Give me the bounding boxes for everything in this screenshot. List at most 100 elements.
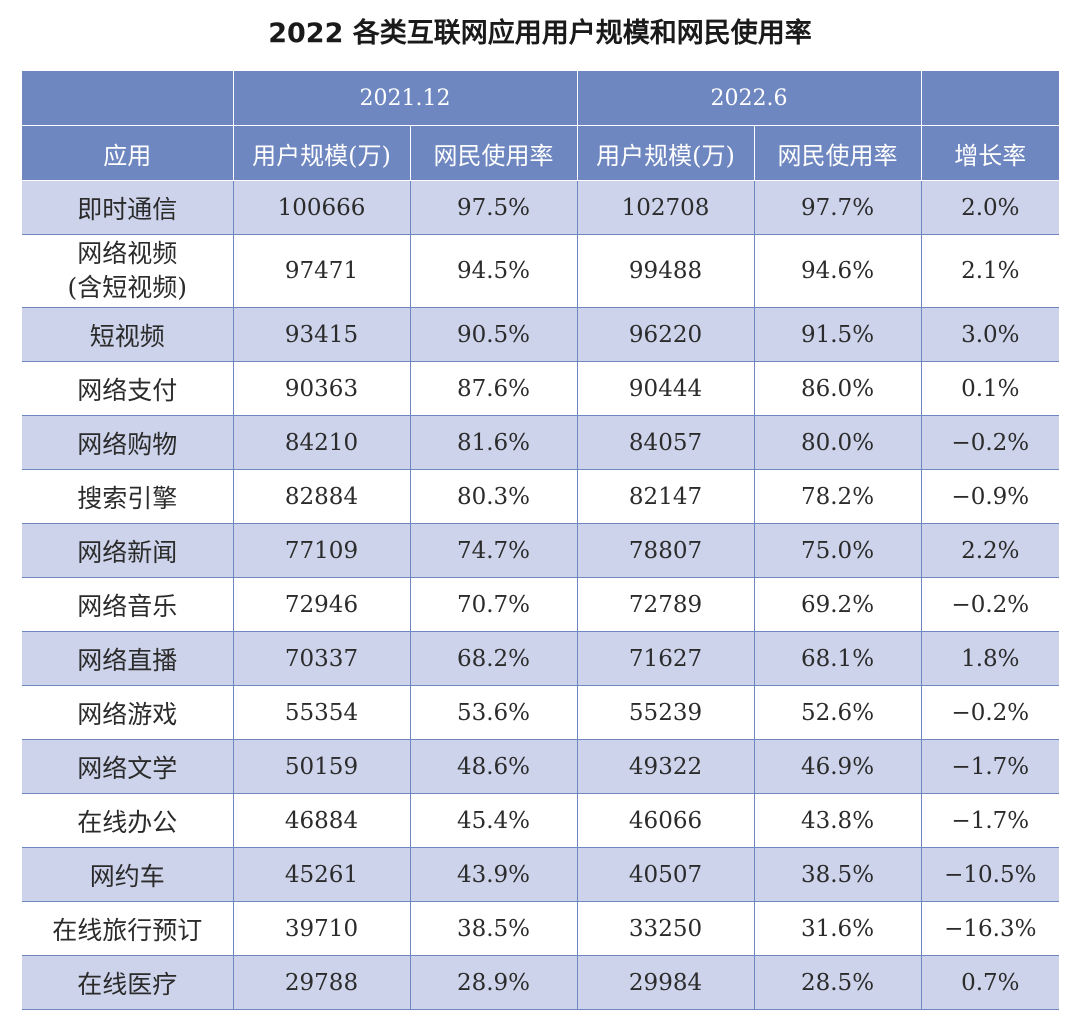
rate-2021-12: 45.4% bbox=[409, 793, 578, 848]
header-app: 应用 bbox=[22, 125, 234, 181]
growth-rate: −0.9% bbox=[920, 469, 1060, 524]
table-row: 网络音乐 72946 70.7% 72789 69.2% −0.2% bbox=[22, 577, 1060, 632]
rate-2022-6: 46.9% bbox=[753, 739, 922, 794]
rate-2021-12: 53.6% bbox=[409, 685, 578, 740]
users-2021-12: 50159 bbox=[232, 739, 411, 794]
users-2022-6: 33250 bbox=[576, 901, 755, 956]
rate-2022-6: 86.0% bbox=[753, 361, 922, 416]
users-2021-12: 77109 bbox=[232, 523, 411, 578]
table-body: 即时通信 100666 97.5% 102708 97.7% 2.0% 网络视频… bbox=[22, 180, 1060, 1010]
rate-2021-12: 87.6% bbox=[409, 361, 578, 416]
header-rate-2022-6: 网民使用率 bbox=[753, 125, 922, 181]
app-name: 即时通信 bbox=[22, 180, 234, 235]
table-header: 2021.12 2022.6 应用 用户规模(万) 网民使用率 用户规模(万) … bbox=[22, 71, 1060, 181]
users-2021-12: 97471 bbox=[232, 234, 411, 308]
rate-2021-12: 68.2% bbox=[409, 631, 578, 686]
header-period-2021-12: 2021.12 bbox=[232, 71, 578, 126]
table-row: 即时通信 100666 97.5% 102708 97.7% 2.0% bbox=[22, 180, 1060, 235]
users-2022-6: 84057 bbox=[576, 415, 755, 470]
growth-rate: 2.2% bbox=[920, 523, 1060, 578]
users-2022-6: 82147 bbox=[576, 469, 755, 524]
users-2022-6: 72789 bbox=[576, 577, 755, 632]
users-2022-6: 55239 bbox=[576, 685, 755, 740]
header-rate-2021-12: 网民使用率 bbox=[409, 125, 578, 181]
users-2022-6: 46066 bbox=[576, 793, 755, 848]
rate-2022-6: 43.8% bbox=[753, 793, 922, 848]
app-name: 网络支付 bbox=[22, 361, 234, 416]
users-2022-6: 78807 bbox=[576, 523, 755, 578]
app-name: 网约车 bbox=[22, 847, 234, 902]
users-2021-12: 46884 bbox=[232, 793, 411, 848]
table-row: 网约车 45261 43.9% 40507 38.5% −10.5% bbox=[22, 847, 1060, 902]
users-2022-6: 99488 bbox=[576, 234, 755, 308]
table-row: 网络文学 50159 48.6% 49322 46.9% −1.7% bbox=[22, 739, 1060, 794]
rate-2022-6: 94.6% bbox=[753, 234, 922, 308]
growth-rate: 2.0% bbox=[920, 180, 1060, 235]
users-2022-6: 102708 bbox=[576, 180, 755, 235]
rate-2022-6: 68.1% bbox=[753, 631, 922, 686]
app-name: 搜索引擎 bbox=[22, 469, 234, 524]
table-row: 网络直播 70337 68.2% 71627 68.1% 1.8% bbox=[22, 631, 1060, 686]
users-2021-12: 39710 bbox=[232, 901, 411, 956]
app-name: 网络音乐 bbox=[22, 577, 234, 632]
rate-2022-6: 97.7% bbox=[753, 180, 922, 235]
table-row: 网络支付 90363 87.6% 90444 86.0% 0.1% bbox=[22, 361, 1060, 416]
table-row: 网络视频 (含短视频) 97471 94.5% 99488 94.6% 2.1% bbox=[22, 234, 1060, 308]
users-2021-12: 93415 bbox=[232, 307, 411, 362]
internet-apps-table: 2021.12 2022.6 应用 用户规模(万) 网民使用率 用户规模(万) … bbox=[22, 71, 1060, 1010]
rate-2021-12: 28.9% bbox=[409, 955, 578, 1010]
header-row-periods: 2021.12 2022.6 bbox=[22, 71, 1060, 126]
rate-2022-6: 78.2% bbox=[753, 469, 922, 524]
app-name: 短视频 bbox=[22, 307, 234, 362]
header-row-columns: 应用 用户规模(万) 网民使用率 用户规模(万) 网民使用率 增长率 bbox=[22, 125, 1060, 181]
header-users-2022-6: 用户规模(万) bbox=[576, 125, 755, 181]
users-2022-6: 29984 bbox=[576, 955, 755, 1010]
users-2021-12: 72946 bbox=[232, 577, 411, 632]
table-row: 搜索引擎 82884 80.3% 82147 78.2% −0.9% bbox=[22, 469, 1060, 524]
app-name: 网络文学 bbox=[22, 739, 234, 794]
users-2022-6: 49322 bbox=[576, 739, 755, 794]
rate-2022-6: 52.6% bbox=[753, 685, 922, 740]
rate-2021-12: 48.6% bbox=[409, 739, 578, 794]
users-2021-12: 84210 bbox=[232, 415, 411, 470]
users-2021-12: 55354 bbox=[232, 685, 411, 740]
rate-2022-6: 91.5% bbox=[753, 307, 922, 362]
header-users-2021-12: 用户规模(万) bbox=[232, 125, 411, 181]
growth-rate: −0.2% bbox=[920, 577, 1060, 632]
app-name-line-2: (含短视频) bbox=[67, 273, 187, 302]
rate-2022-6: 38.5% bbox=[753, 847, 922, 902]
rate-2021-12: 74.7% bbox=[409, 523, 578, 578]
rate-2021-12: 81.6% bbox=[409, 415, 578, 470]
rate-2021-12: 38.5% bbox=[409, 901, 578, 956]
app-name: 在线医疗 bbox=[22, 955, 234, 1010]
growth-rate: 2.1% bbox=[920, 234, 1060, 308]
rate-2022-6: 80.0% bbox=[753, 415, 922, 470]
table-row: 短视频 93415 90.5% 96220 91.5% 3.0% bbox=[22, 307, 1060, 362]
rate-2021-12: 97.5% bbox=[409, 180, 578, 235]
app-name: 在线办公 bbox=[22, 793, 234, 848]
rate-2021-12: 94.5% bbox=[409, 234, 578, 308]
header-empty-cell bbox=[22, 71, 234, 126]
users-2021-12: 90363 bbox=[232, 361, 411, 416]
growth-rate: 0.7% bbox=[920, 955, 1060, 1010]
rate-2022-6: 28.5% bbox=[753, 955, 922, 1010]
rate-2022-6: 69.2% bbox=[753, 577, 922, 632]
table-row: 在线办公 46884 45.4% 46066 43.8% −1.7% bbox=[22, 793, 1060, 848]
growth-rate: −1.7% bbox=[920, 739, 1060, 794]
header-empty-cell bbox=[920, 71, 1060, 126]
users-2022-6: 71627 bbox=[576, 631, 755, 686]
users-2022-6: 96220 bbox=[576, 307, 755, 362]
users-2022-6: 90444 bbox=[576, 361, 755, 416]
growth-rate: −0.2% bbox=[920, 415, 1060, 470]
rate-2022-6: 31.6% bbox=[753, 901, 922, 956]
page-title: 2022 各类互联网应用用户规模和网民使用率 bbox=[268, 18, 812, 49]
table-row: 在线医疗 29788 28.9% 29984 28.5% 0.7% bbox=[22, 955, 1060, 1010]
users-2021-12: 70337 bbox=[232, 631, 411, 686]
rate-2022-6: 75.0% bbox=[753, 523, 922, 578]
header-period-2022-6: 2022.6 bbox=[576, 71, 922, 126]
rate-2021-12: 70.7% bbox=[409, 577, 578, 632]
app-name: 网络直播 bbox=[22, 631, 234, 686]
growth-rate: 0.1% bbox=[920, 361, 1060, 416]
header-growth: 增长率 bbox=[920, 125, 1060, 181]
app-name: 网络新闻 bbox=[22, 523, 234, 578]
